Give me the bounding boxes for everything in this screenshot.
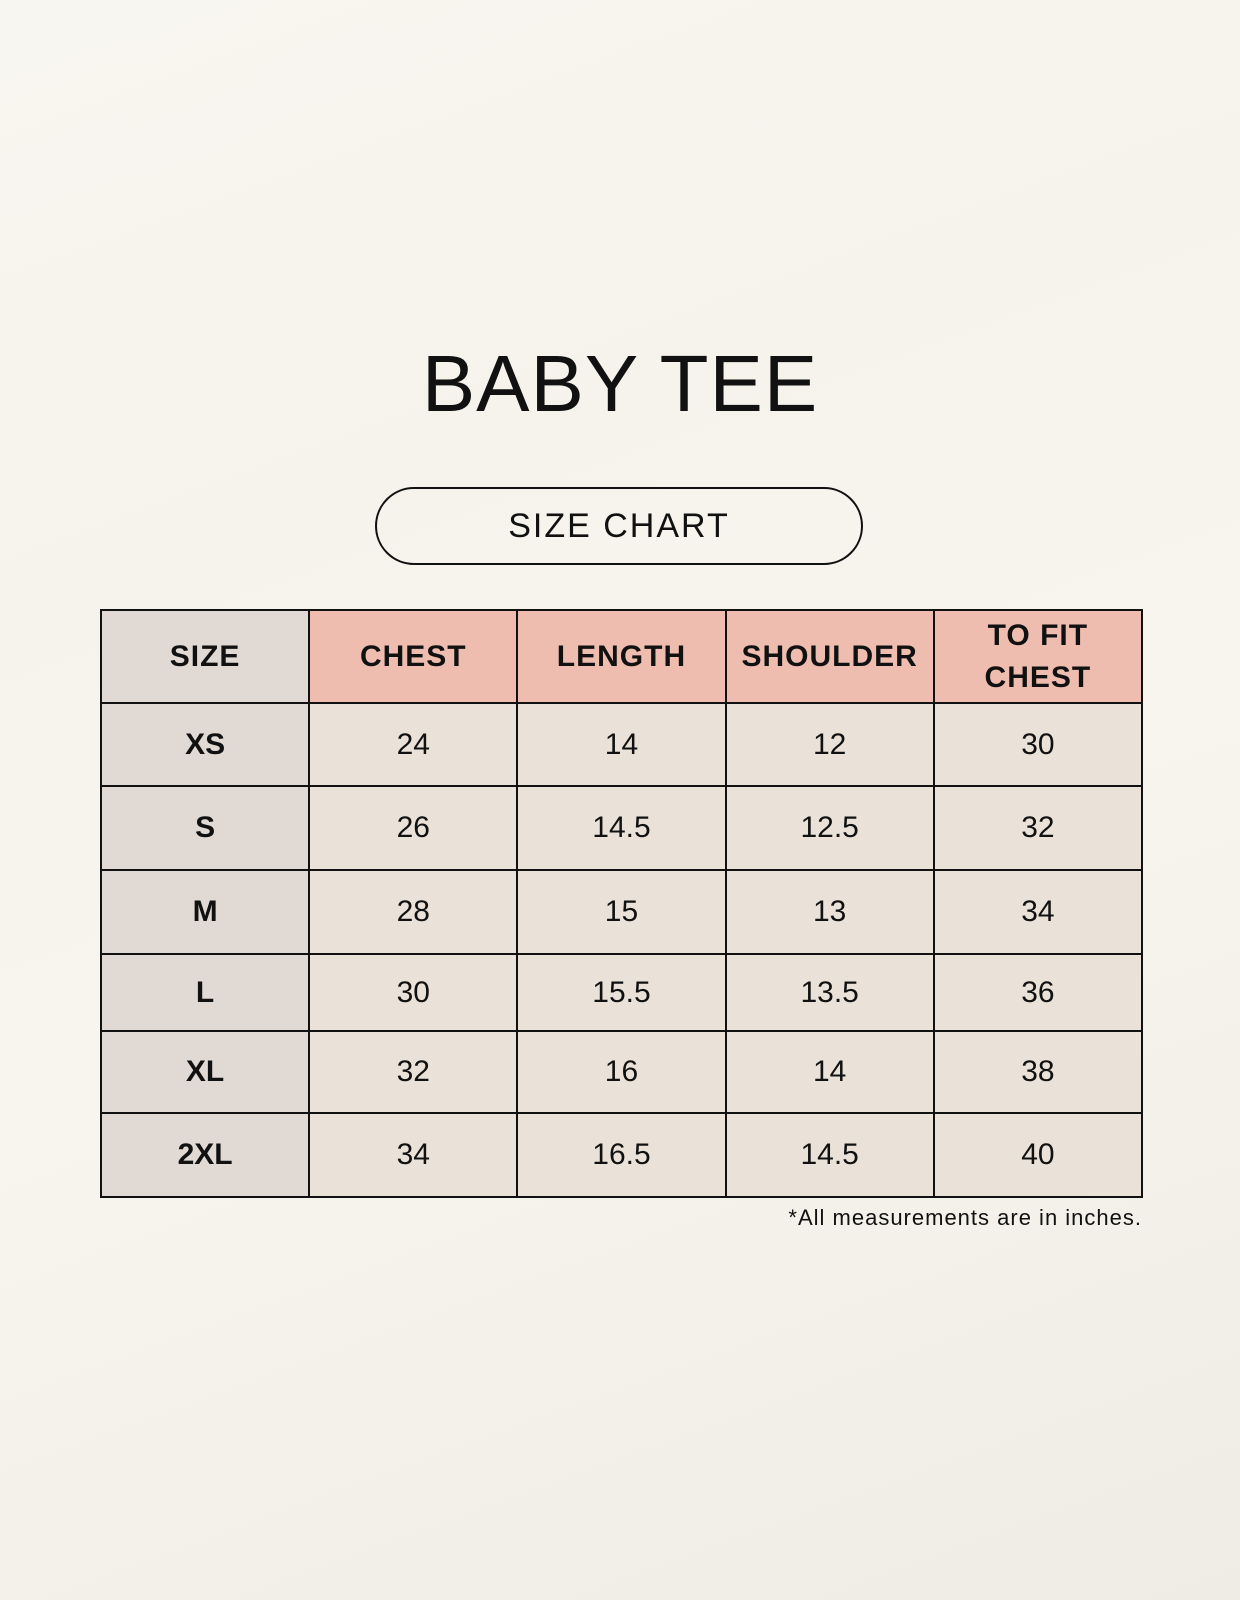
measurement-cell: 40 bbox=[932, 1112, 1144, 1198]
table-row: XS 24 14 12 30 bbox=[99, 702, 1144, 787]
measurement-cell: 14.5 bbox=[516, 785, 727, 871]
table-row: S 26 14.5 12.5 32 bbox=[99, 785, 1144, 871]
measurement-cell: 38 bbox=[932, 1030, 1144, 1114]
measurement-cell: 30 bbox=[308, 953, 519, 1032]
header-length: LENGTH bbox=[516, 609, 727, 704]
measurement-cell: 28 bbox=[308, 869, 519, 955]
measurement-cell: 12 bbox=[724, 702, 935, 787]
measurement-cell: 14 bbox=[516, 702, 727, 787]
table-header-row: SIZE CHEST LENGTH SHOULDER TO FIT CHEST bbox=[99, 609, 1144, 704]
measurement-cell: 26 bbox=[308, 785, 519, 871]
table-row: L 30 15.5 13.5 36 bbox=[99, 953, 1144, 1032]
size-cell: S bbox=[99, 785, 311, 871]
table-row: XL 32 16 14 38 bbox=[99, 1030, 1144, 1114]
header-to-fit-chest: TO FIT CHEST bbox=[932, 609, 1144, 704]
measurement-cell: 13.5 bbox=[724, 953, 935, 1032]
table-row: 2XL 34 16.5 14.5 40 bbox=[99, 1112, 1144, 1198]
size-chart-label: SIZE CHART bbox=[375, 487, 863, 565]
header-chest: CHEST bbox=[308, 609, 519, 704]
header-size: SIZE bbox=[99, 609, 311, 704]
measurement-cell: 16 bbox=[516, 1030, 727, 1114]
size-cell: L bbox=[99, 953, 311, 1032]
measurement-cell: 14 bbox=[724, 1030, 935, 1114]
measurement-cell: 15.5 bbox=[516, 953, 727, 1032]
header-shoulder: SHOULDER bbox=[724, 609, 935, 704]
measurement-cell: 30 bbox=[932, 702, 1144, 787]
size-cell: XL bbox=[99, 1030, 311, 1114]
measurement-cell: 24 bbox=[308, 702, 519, 787]
page-title: BABY TEE bbox=[421, 339, 819, 428]
size-chart-table: SIZE CHEST LENGTH SHOULDER TO FIT CHEST … bbox=[99, 609, 1144, 1198]
size-cell: XS bbox=[99, 702, 311, 787]
measurement-cell: 32 bbox=[308, 1030, 519, 1114]
table-row: M 28 15 13 34 bbox=[99, 869, 1144, 955]
size-cell: 2XL bbox=[99, 1112, 311, 1198]
footnote: *All measurements are in inches. bbox=[788, 1205, 1142, 1230]
measurement-cell: 32 bbox=[932, 785, 1144, 871]
measurement-cell: 15 bbox=[516, 869, 727, 955]
measurement-cell: 16.5 bbox=[516, 1112, 727, 1198]
measurement-cell: 36 bbox=[932, 953, 1144, 1032]
measurement-cell: 14.5 bbox=[724, 1112, 935, 1198]
measurement-cell: 13 bbox=[724, 869, 935, 955]
measurement-cell: 34 bbox=[308, 1112, 519, 1198]
size-cell: M bbox=[99, 869, 311, 955]
measurement-cell: 34 bbox=[932, 869, 1144, 955]
measurement-cell: 12.5 bbox=[724, 785, 935, 871]
